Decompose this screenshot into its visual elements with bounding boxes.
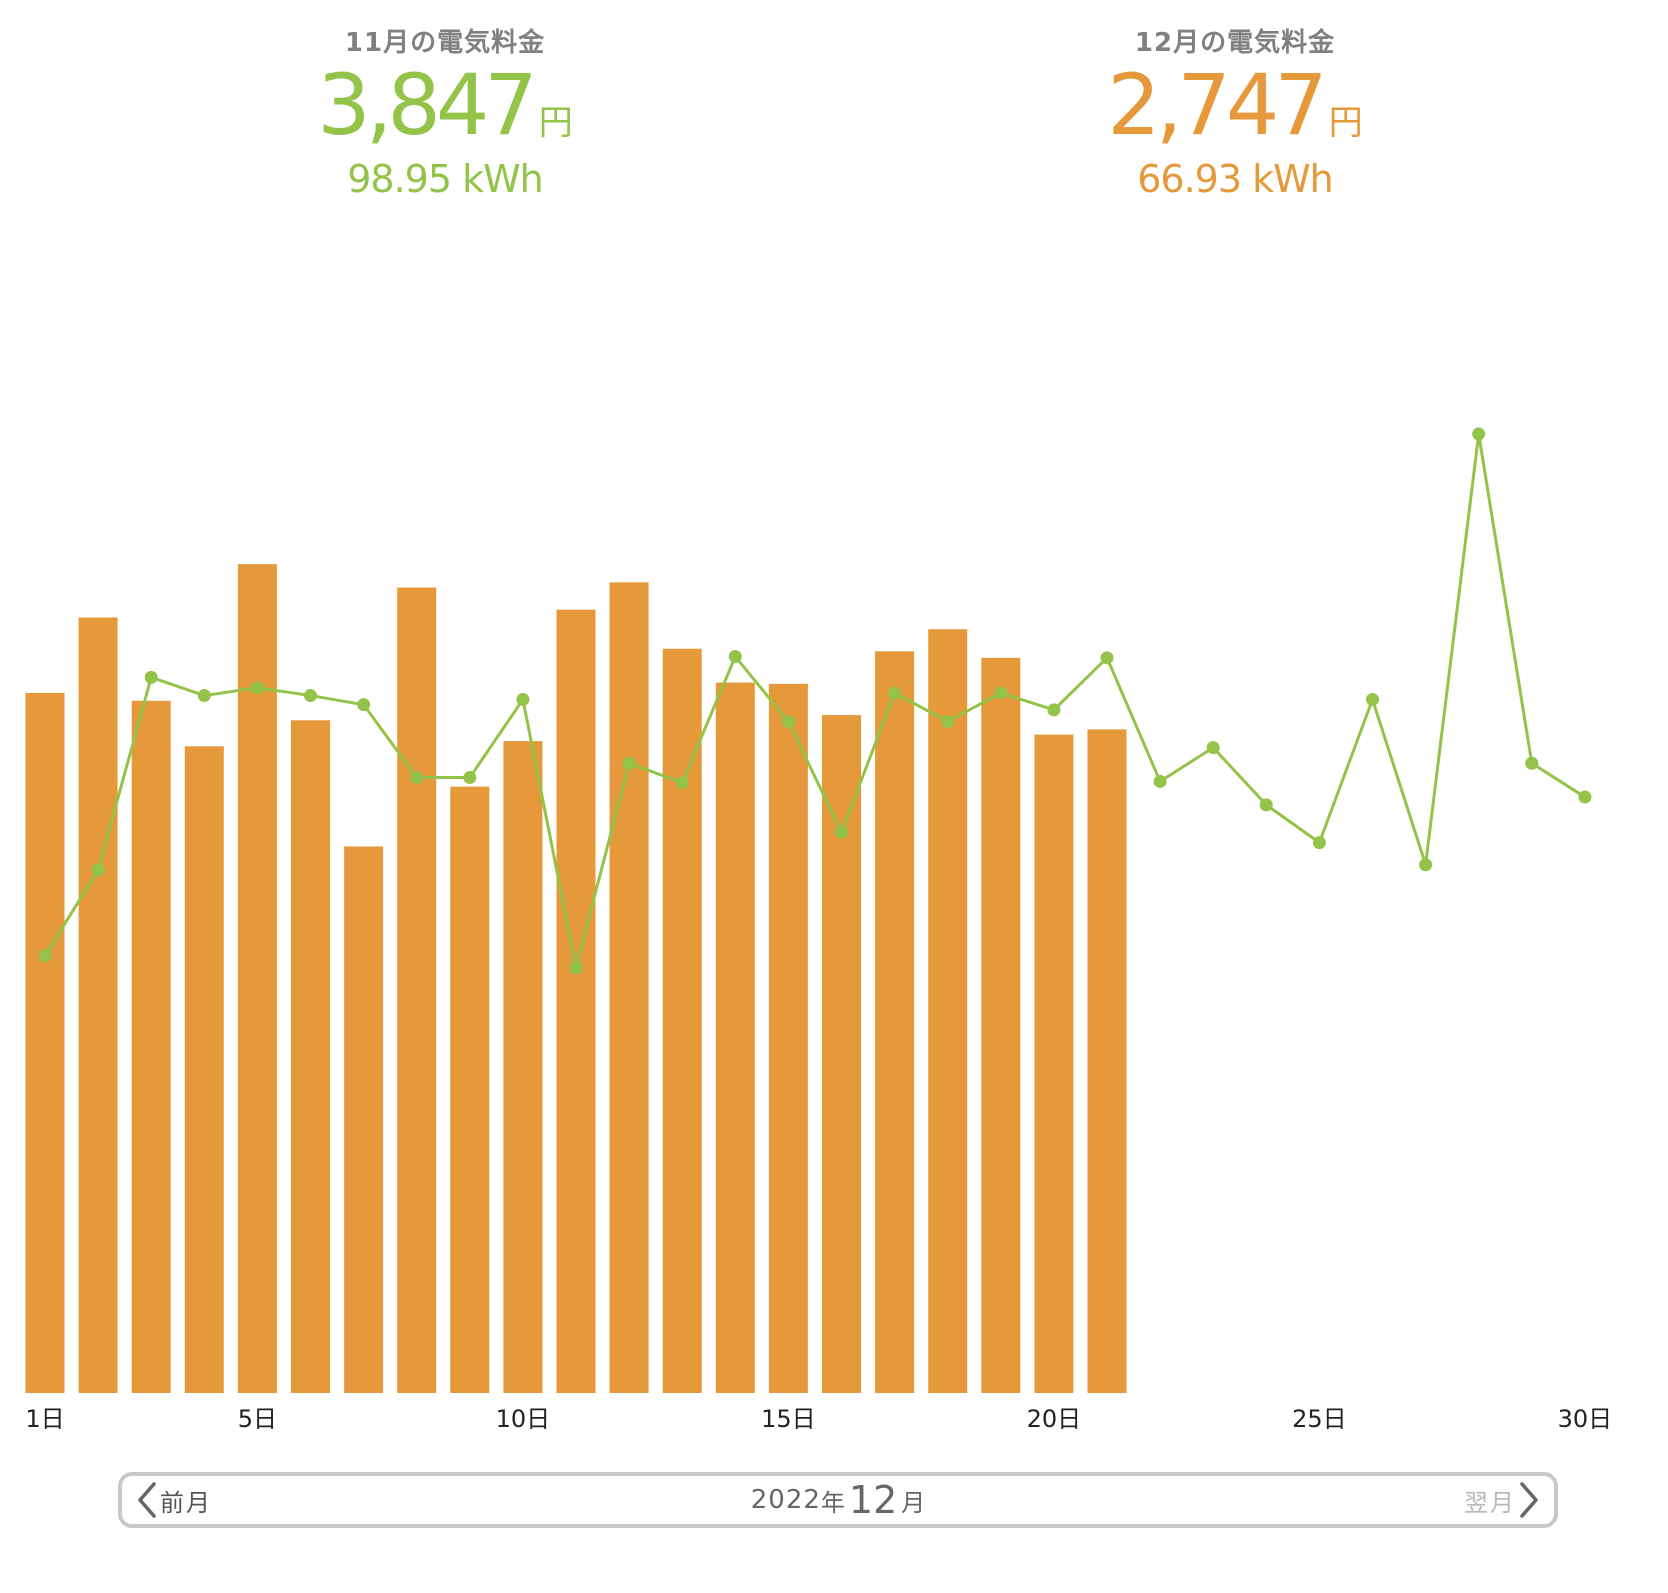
- usage-bar-day-11: [556, 609, 596, 1393]
- next-month-button[interactable]: 翌月: [1464, 1476, 1542, 1524]
- year-value: 2022: [750, 1485, 821, 1515]
- previous-month-kwh: 98.95 kWh: [347, 157, 544, 201]
- previous-month-amount-row: 3,847 円: [165, 63, 725, 147]
- previous-month-button[interactable]: 前月: [134, 1476, 212, 1524]
- current-month-kwh: 66.93 kWh: [1137, 157, 1334, 201]
- previous-month-point-day-29: [1525, 756, 1539, 770]
- current-month-yen-unit: 円: [1328, 103, 1363, 143]
- usage-bar-day-3: [131, 700, 171, 1393]
- usage-bar-day-4: [184, 746, 224, 1393]
- previous-month-point-day-30: [1578, 790, 1592, 804]
- previous-month-point-day-21: [1100, 651, 1114, 665]
- daily-usage-chart: 1日 5日 10日 15日 20日 25日 30日: [25, 427, 1613, 1433]
- previous-month-yen-unit: 円: [538, 103, 573, 143]
- month-value: 12: [848, 1478, 898, 1522]
- x-tick-label-day-25: 25日: [1292, 1405, 1347, 1433]
- previous-month-point-day-2: [91, 863, 105, 877]
- previous-month-point-day-24: [1259, 798, 1273, 812]
- next-month-label: 翌月: [1464, 1488, 1516, 1517]
- current-month-summary: 12月の電気料金 2,747 円 66.93 kWh: [955, 22, 1515, 201]
- previous-month-summary: 11月の電気料金 3,847 円 98.95 kWh: [165, 22, 725, 201]
- previous-month-point-day-10: [516, 692, 530, 706]
- usage-bar-day-10: [503, 741, 543, 1393]
- current-month-amount-row: 2,747 円: [955, 63, 1515, 147]
- usage-bar-day-17: [875, 651, 915, 1393]
- usage-bar-day-1: [25, 692, 65, 1393]
- previous-month-point-day-28: [1472, 427, 1486, 441]
- previous-month-label: 11月の電気料金: [344, 28, 546, 58]
- usage-bar-day-9: [450, 786, 490, 1393]
- current-month-amount: 2,747: [1107, 56, 1327, 154]
- previous-month-point-day-22: [1153, 774, 1167, 788]
- previous-month-point-day-17: [888, 686, 902, 700]
- x-tick-label-day-10: 10日: [496, 1405, 551, 1433]
- usage-bar-day-6: [291, 720, 330, 1393]
- x-tick-label-day-1: 1日: [25, 1405, 64, 1433]
- usage-bar-day-16: [822, 715, 861, 1393]
- previous-month-line: [43, 432, 1586, 970]
- current-month-label: 12月の電気料金: [1134, 28, 1336, 58]
- previous-month-point-day-23: [1206, 741, 1220, 755]
- previous-month-point-day-14: [728, 650, 742, 664]
- previous-month-point-day-8: [410, 771, 424, 785]
- x-tick-label-day-30: 30日: [1558, 1405, 1613, 1433]
- previous-month-point-day-7: [357, 698, 371, 712]
- x-tick-label-day-20: 20日: [1027, 1405, 1082, 1433]
- usage-bar-day-18: [928, 629, 968, 1393]
- current-month-display: 2022 年 12 月: [122, 1476, 1554, 1524]
- usage-bar-day-5: [237, 564, 277, 1393]
- usage-bar-day-2: [78, 617, 118, 1393]
- previous-month-point-day-19: [994, 686, 1008, 700]
- previous-month-label: 前月: [160, 1488, 212, 1517]
- previous-month-point-day-13: [675, 776, 689, 790]
- previous-month-point-day-25: [1312, 836, 1326, 850]
- previous-month-point-day-3: [144, 670, 158, 684]
- usage-bar-day-15: [768, 683, 808, 1393]
- usage-bar-day-20: [1034, 734, 1074, 1393]
- previous-month-point-day-4: [197, 689, 211, 703]
- usage-bar-day-14: [715, 682, 755, 1393]
- x-tick-label-day-5: 5日: [238, 1405, 277, 1433]
- usage-bar-day-19: [981, 657, 1021, 1393]
- previous-month-point-day-27: [1419, 858, 1433, 872]
- usage-bar-day-12: [609, 582, 649, 1393]
- month-suffix: 月: [901, 1488, 926, 1517]
- previous-month-point-day-9: [463, 771, 477, 785]
- previous-month-point-day-20: [1047, 703, 1061, 717]
- usage-bar-day-7: [344, 846, 384, 1393]
- chevron-right-icon: [1520, 1482, 1538, 1518]
- previous-month-amount: 3,847: [317, 56, 537, 154]
- previous-month-point-day-11: [569, 961, 583, 975]
- usage-bar-day-13: [662, 648, 702, 1393]
- year-suffix: 年: [820, 1488, 845, 1517]
- previous-month-point-day-5: [250, 681, 264, 695]
- chevron-left-icon: [138, 1482, 156, 1518]
- previous-month-point-day-6: [304, 689, 317, 703]
- previous-month-point-day-12: [622, 756, 636, 770]
- previous-month-point-day-1: [38, 949, 52, 963]
- previous-month-point-day-26: [1366, 692, 1379, 706]
- previous-month-point-day-16: [835, 825, 848, 839]
- month-navigator: 前月 2022 年 12 月 翌月: [118, 1472, 1558, 1528]
- usage-bar-day-21: [1087, 729, 1127, 1393]
- previous-month-point-day-15: [781, 715, 795, 729]
- x-tick-label-day-15: 15日: [761, 1405, 816, 1433]
- usage-bar-day-8: [397, 587, 437, 1393]
- previous-month-point-day-18: [941, 715, 955, 729]
